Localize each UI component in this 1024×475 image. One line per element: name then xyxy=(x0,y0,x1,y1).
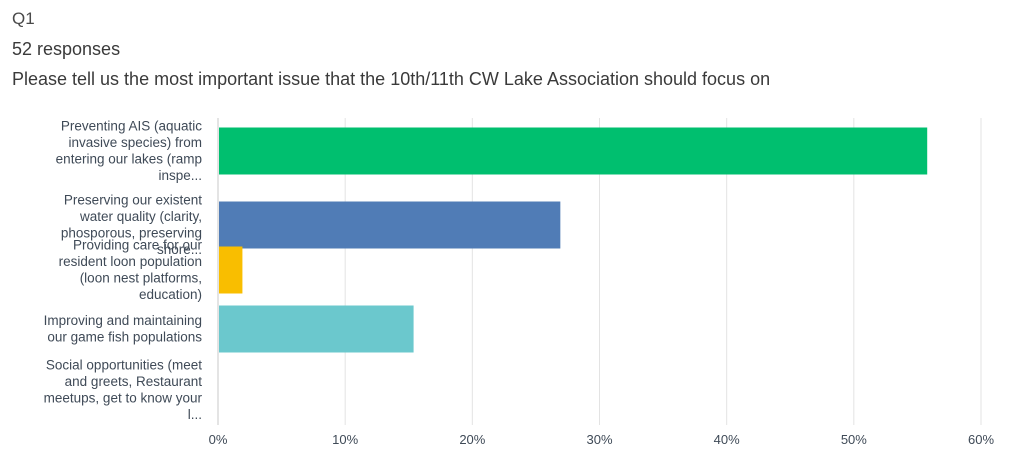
question-number: Q1 xyxy=(12,9,35,28)
question-text: Please tell us the most important issue … xyxy=(12,69,771,89)
category-labels: Preventing AIS (aquatic invasive species)… xyxy=(44,118,203,422)
category-label: Providing care for our resident loon popu… xyxy=(59,237,203,302)
x-tick-label: 0% xyxy=(209,432,228,447)
bar[interactable] xyxy=(219,201,561,249)
bar[interactable] xyxy=(219,127,928,175)
question-header: Q1 52 responses Please tell us the most … xyxy=(12,4,1012,94)
category-label: Preserving our existent water quality (cl… xyxy=(61,192,202,257)
bars xyxy=(219,127,928,353)
response-count: 52 responses xyxy=(12,39,121,59)
bar[interactable] xyxy=(219,246,243,294)
x-tick-label: 40% xyxy=(714,432,740,447)
x-tick-label: 50% xyxy=(841,432,867,447)
category-label: Preventing AIS (aquatic invasive species)… xyxy=(56,118,203,183)
category-label: Social opportunities (meet and greets, Re… xyxy=(44,357,203,422)
category-label: Improving and maintaining our game fish p… xyxy=(44,313,203,345)
bar[interactable] xyxy=(219,305,414,353)
x-tick-label: 60% xyxy=(968,432,994,447)
x-axis-ticks: 0% 10% 20% 30% 40% 50% 60% xyxy=(209,432,995,447)
x-tick-label: 10% xyxy=(332,432,358,447)
x-tick-label: 30% xyxy=(586,432,612,447)
x-tick-label: 20% xyxy=(459,432,485,447)
